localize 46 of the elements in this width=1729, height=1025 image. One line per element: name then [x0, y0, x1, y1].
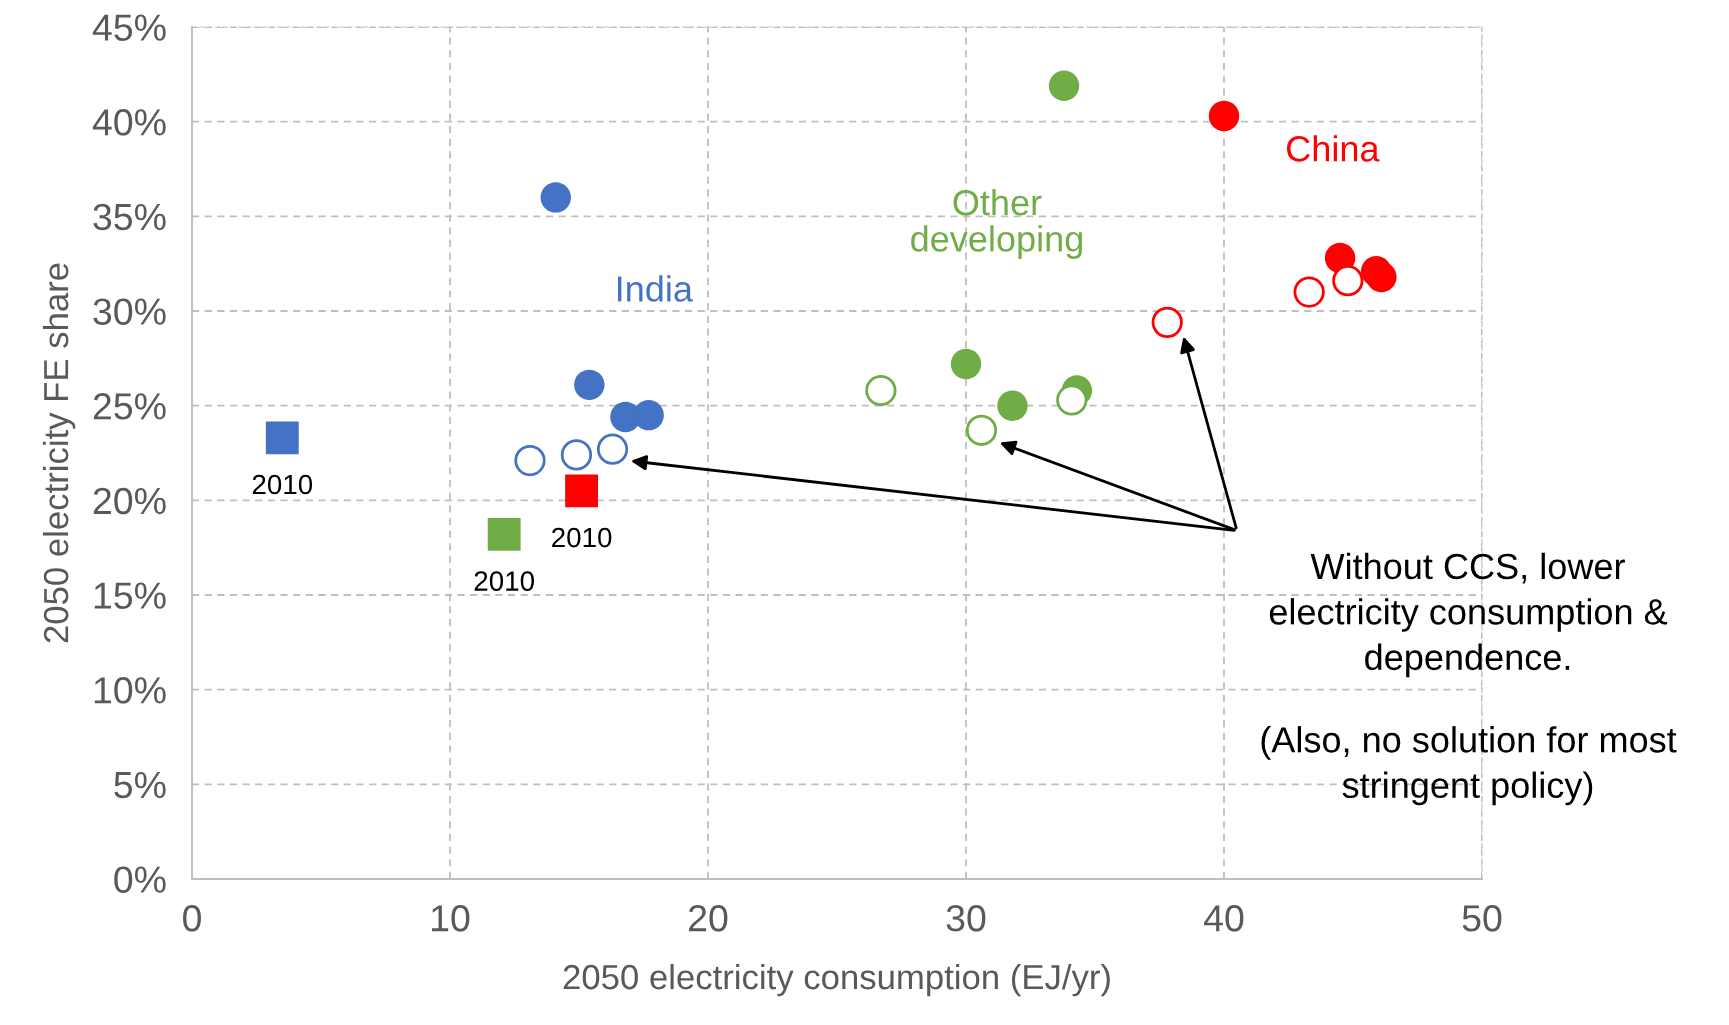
y-tick-label: 40% [92, 109, 166, 136]
point [565, 474, 599, 508]
x-tick-label: 20 [689, 904, 728, 932]
annotation: 2010 [252, 474, 313, 495]
annotation: Without CCS, lower electricity consumption & dependence. [1269, 552, 1668, 678]
y-tick-label: 30% [93, 298, 166, 325]
point [596, 433, 629, 465]
point [1056, 384, 1088, 416]
annotation: 2010 [474, 571, 534, 591]
text: Other developing [911, 188, 1082, 259]
point [1151, 306, 1183, 338]
point [514, 444, 546, 477]
point [1293, 276, 1325, 308]
annotation: 2010 [552, 527, 612, 548]
point [1366, 261, 1397, 293]
y-tick-label: 45% [92, 14, 166, 41]
x-tick-label: 40 [1204, 904, 1244, 932]
point [1332, 265, 1364, 297]
point [487, 517, 521, 551]
x-tick-label: 0 [183, 904, 201, 932]
point [1208, 100, 1240, 132]
point [1048, 70, 1080, 101]
y-tick-label: 5% [114, 771, 166, 799]
y-tick-label: 10% [94, 677, 166, 704]
y-tick-label: 35% [93, 203, 166, 231]
x-tick-label: 30 [946, 904, 986, 932]
x-tick-label: 10 [432, 904, 470, 932]
point [560, 439, 593, 471]
point [965, 414, 998, 446]
point [997, 390, 1028, 421]
x-axis-title: 2050 electricity consumption (EJ/yr) [563, 963, 1110, 997]
point [633, 399, 664, 431]
y-tick-label: 0% [114, 866, 166, 893]
y-tick-label: 15% [94, 582, 166, 609]
y-tick-label: 20% [93, 487, 166, 515]
point [865, 374, 897, 407]
x-tick-label: 50 [1462, 904, 1502, 932]
y-axis-title: 2050 electricity FE share [42, 263, 76, 643]
annotation: (Also, no solution for most stringent policy) [1261, 726, 1677, 806]
point [950, 348, 982, 380]
point [265, 421, 299, 455]
series-label: China [1287, 135, 1380, 162]
y-tick-label: 25% [93, 393, 166, 420]
text: India [618, 275, 693, 302]
point [574, 369, 605, 401]
point [540, 182, 571, 213]
